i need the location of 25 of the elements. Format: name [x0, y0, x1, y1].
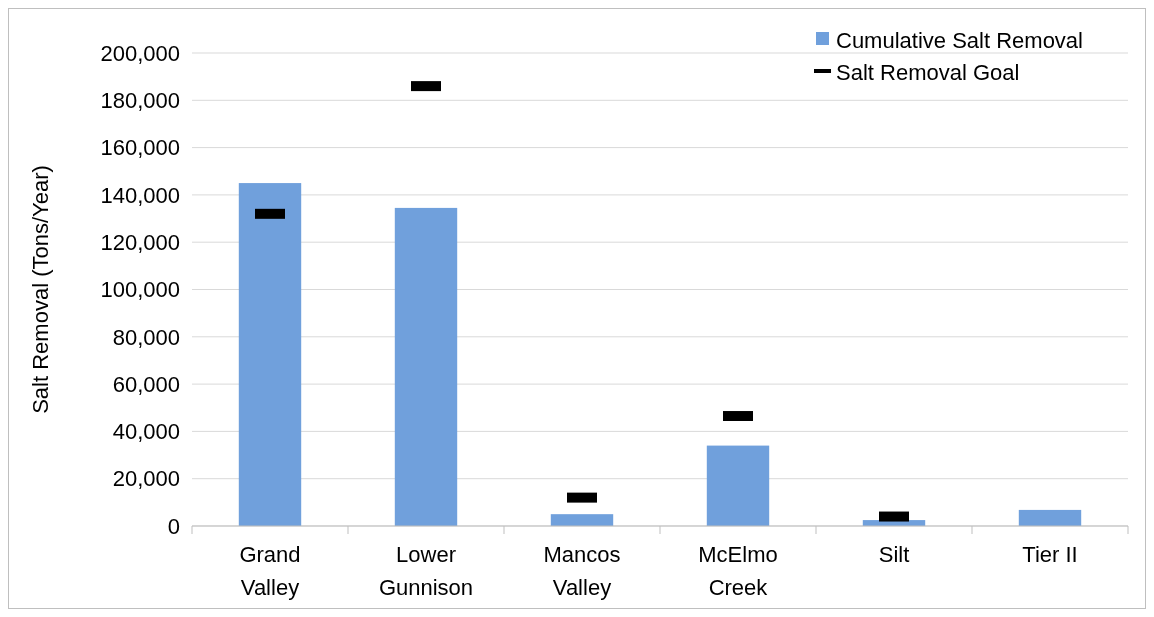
y-tick-label: 100,000: [100, 277, 180, 303]
y-tick-label: 120,000: [100, 229, 180, 255]
x-tick-label: Lower Gunnison: [378, 542, 474, 600]
y-tick-label: 180,000: [100, 88, 180, 113]
y-axis-title: Salt Removal (Tons/Year): [28, 165, 53, 414]
y-tick-label: 200,000: [100, 40, 180, 66]
bar: [394, 207, 458, 526]
bar: [1018, 509, 1082, 526]
y-tick-label: 40,000: [112, 419, 180, 445]
y-tick-label: 160,000: [100, 135, 180, 161]
x-tick-label: McElmo Creek: [698, 542, 778, 600]
bar: [238, 183, 302, 526]
y-tick-label: 0: [167, 513, 180, 539]
legend-label: Cumulative Salt Removal: [836, 27, 1083, 53]
bar: [550, 514, 614, 526]
bar: [706, 445, 770, 526]
x-tick-label: Silt: [878, 542, 910, 567]
x-tick-label: Mancos Valley: [543, 542, 621, 600]
y-tick-label: 20,000: [112, 466, 180, 492]
y-tick-label: 140,000: [100, 182, 180, 208]
y-tick-label: 60,000: [112, 371, 180, 397]
x-tick-label: Tier II: [1022, 542, 1078, 567]
x-tick-label: Grand Valley: [239, 542, 301, 600]
y-tick-label: 80,000: [112, 324, 180, 350]
legend-label: Salt Removal Goal: [836, 59, 1020, 85]
